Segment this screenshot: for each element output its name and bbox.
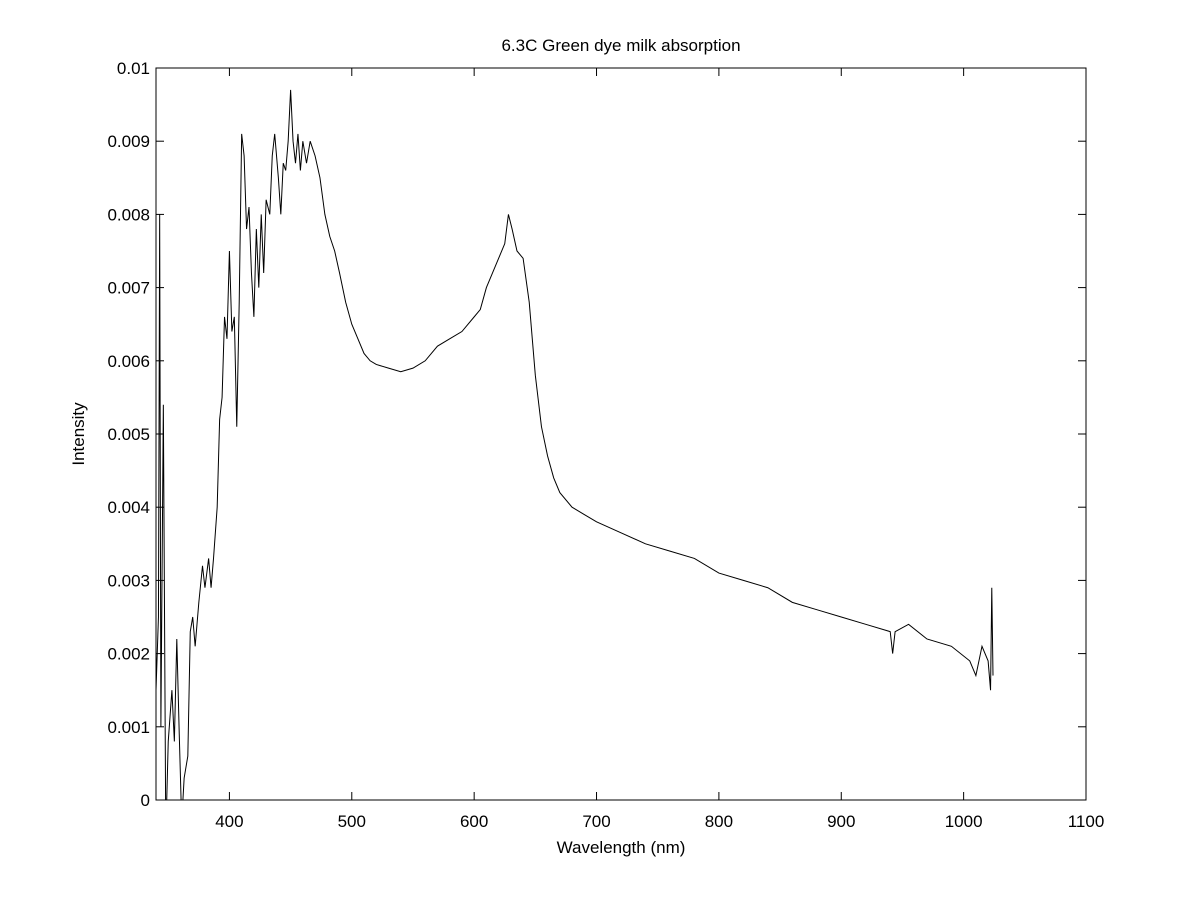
plot-area (155, 67, 1087, 801)
data-line (156, 89, 994, 800)
y-tick-label: 0.001 (107, 718, 150, 737)
y-tick-label: 0.009 (107, 132, 150, 151)
x-tick-label: 800 (705, 812, 733, 831)
x-tick-label: 1100 (1068, 812, 1105, 831)
y-tick-label: 0.006 (107, 352, 150, 371)
x-tick-label: 600 (460, 812, 488, 831)
y-tick-label: 0.002 (107, 645, 150, 664)
y-tick-label: 0.003 (107, 571, 150, 590)
y-tick-label: 0.004 (107, 498, 150, 517)
y-tick-label: 0 (141, 791, 150, 810)
y-axis-label: Intensity (69, 402, 88, 466)
y-tick-label: 0.007 (107, 279, 150, 298)
y-tick-label: 0.01 (117, 59, 150, 78)
x-tick-label: 1000 (945, 812, 983, 831)
x-axis-label: Wavelength (nm) (557, 838, 686, 857)
chart-title: 6.3C Green dye milk absorption (501, 36, 740, 55)
x-tick-label: 900 (827, 812, 855, 831)
y-tick-label: 0.008 (107, 205, 150, 224)
y-tick-label: 0.005 (107, 425, 150, 444)
x-tick-label: 400 (215, 812, 243, 831)
x-tick-label: 700 (582, 812, 610, 831)
x-tick-label: 500 (338, 812, 366, 831)
